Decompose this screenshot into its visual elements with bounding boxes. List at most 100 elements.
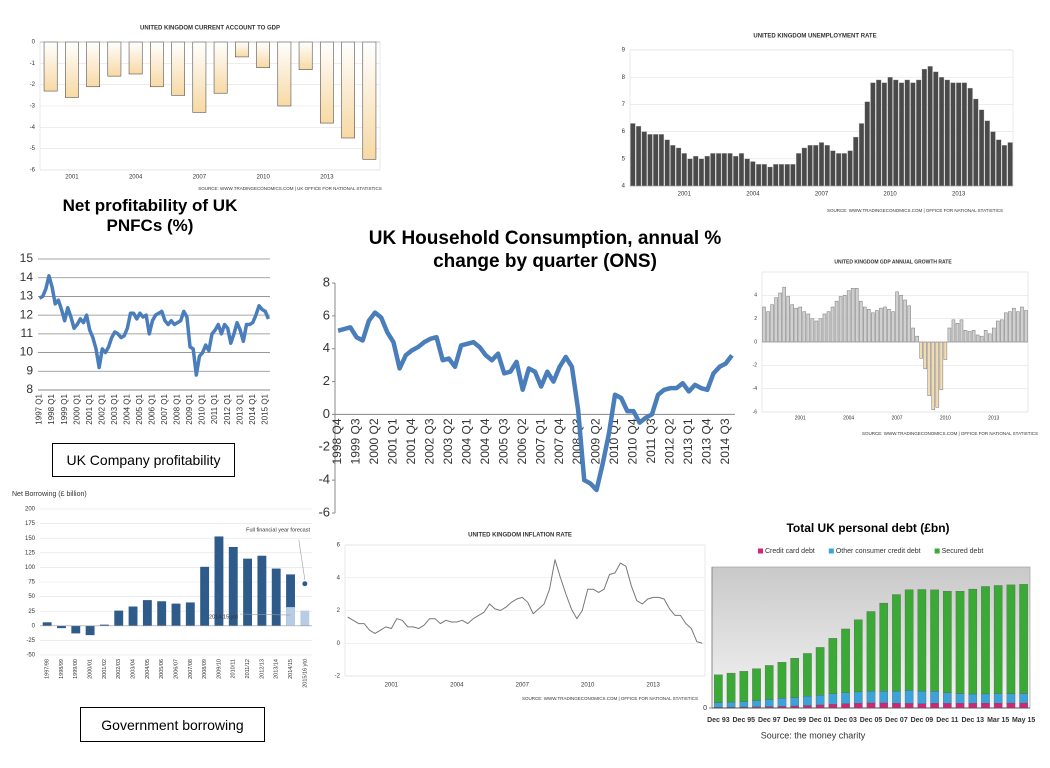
bar (681, 153, 687, 187)
bar (891, 311, 895, 343)
x-tick-label: 2009/10 (216, 659, 222, 679)
source: SOURCE: WWW.TRADINGECONOMICS.COM | OFFIC… (827, 208, 1003, 213)
bar-segment (803, 653, 812, 697)
x-tick-label: 2014 Q1 (248, 393, 257, 424)
x-tick-label: 2002/03 (116, 659, 122, 679)
bar (864, 101, 870, 187)
bar-segment (828, 704, 838, 709)
y-tick-label: -3 (30, 104, 36, 110)
bar-segment (892, 690, 901, 704)
chart-title: UK Household Consumption, annual % chang… (368, 228, 722, 272)
y-tick-label: 15 (20, 251, 34, 265)
bar-segment (930, 589, 939, 692)
bar (950, 82, 956, 187)
bar (107, 41, 122, 77)
x-tick-label: 2013 (320, 175, 334, 181)
bar-segment (752, 668, 761, 701)
bar (790, 304, 794, 343)
bar-segment (815, 647, 825, 696)
x-tick-label: 2004 (843, 415, 854, 421)
y-tick-label: 125 (25, 550, 36, 556)
bar (807, 145, 813, 187)
bar (635, 126, 642, 187)
bar-segment (777, 698, 787, 707)
bar (836, 153, 842, 187)
bar (341, 41, 355, 139)
bar (838, 296, 843, 343)
bar (910, 82, 916, 187)
bar (876, 79, 882, 187)
bar (85, 625, 95, 636)
y-tick-label: 4 (323, 340, 330, 355)
bar (774, 297, 778, 343)
y-tick-label: 14 (20, 270, 34, 284)
y-tick-label: 100 (25, 565, 36, 571)
x-tick-label: Dec 05 (860, 717, 883, 724)
bar (798, 306, 803, 343)
x-tick-label: Dec 95 (733, 717, 756, 724)
bar (963, 330, 968, 343)
chart-title: Net profitability of UK PNFCs (%) (62, 196, 238, 236)
bar (858, 123, 865, 187)
bar-segment (790, 657, 799, 698)
bar (915, 335, 919, 343)
chart-title: UNITED KINGDOM GDP ANNUAL GROWTH RATE (834, 259, 952, 265)
y-tick-label: 2 (754, 316, 757, 322)
y-tick-label: -2 (335, 674, 341, 680)
x-tick-label: Dec 03 (834, 717, 857, 724)
bar (796, 153, 802, 187)
bar (830, 306, 835, 343)
y-tick-label: 200 (25, 507, 36, 513)
bar (853, 136, 859, 187)
x-tick-label: 2013 (647, 683, 661, 689)
bar-segment (879, 691, 889, 704)
x-tick-label: 2004 Q4 (478, 418, 492, 464)
bar (858, 300, 863, 343)
y-tick-label: 75 (28, 580, 35, 586)
bar-segment (955, 591, 965, 694)
y-tick-label: 0 (323, 406, 330, 421)
x-tick-label: 2005/06 (159, 659, 165, 679)
bar (810, 318, 815, 343)
bar (1004, 312, 1008, 343)
bar-segment (714, 674, 723, 703)
bar-segment (993, 693, 1003, 704)
x-tick-label: 2006 Q2 (515, 418, 529, 464)
x-tick-label: 2001 Q1 (386, 418, 400, 464)
source: Source: the money charity (761, 730, 866, 740)
x-tick-label: 2014 Q3 (718, 418, 732, 464)
bar (850, 288, 855, 343)
bar-segment (726, 701, 736, 708)
bar (243, 558, 253, 626)
bar (931, 341, 936, 410)
bar (898, 82, 905, 187)
legend-swatch (828, 548, 834, 554)
x-tick-label: 2004 (746, 192, 760, 198)
bar-segment (981, 693, 990, 704)
bar-segment (828, 638, 838, 694)
bar-segment (943, 703, 952, 709)
line (38, 274, 271, 377)
x-tick-label: Dec 99 (783, 717, 806, 724)
y-tick-label: 150 (25, 536, 36, 542)
bar (939, 341, 944, 391)
bar-segment (764, 665, 774, 700)
y-tick-label: 175 (25, 521, 36, 527)
bar-segment (853, 703, 863, 709)
bar (987, 333, 992, 343)
bar-segment (1019, 693, 1028, 704)
x-tick-label: 1997 Q1 (35, 393, 44, 424)
x-tick-label: 1998 Q1 (47, 393, 56, 424)
bar (813, 145, 819, 187)
ytd-bar (286, 607, 295, 626)
bar-segment (879, 602, 889, 692)
y-tick-label: 10 (20, 345, 34, 359)
bar (235, 41, 249, 58)
bar (996, 320, 1000, 343)
bar (904, 79, 910, 187)
bar (1007, 142, 1013, 187)
bar-segment (1006, 584, 1016, 694)
x-tick-label: Dec 07 (885, 717, 908, 724)
x-tick-label: 2013 Q1 (235, 393, 244, 424)
bar (1016, 311, 1020, 343)
